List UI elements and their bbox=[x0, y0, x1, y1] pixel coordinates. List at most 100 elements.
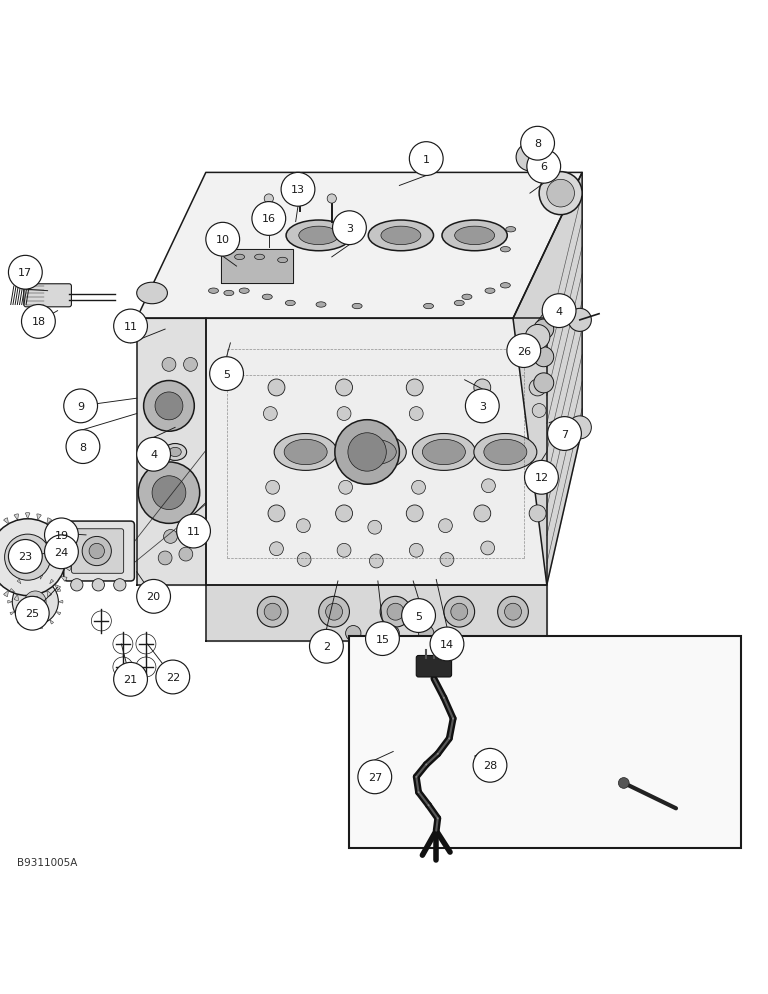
Wedge shape bbox=[28, 624, 31, 629]
Text: B9311005A: B9311005A bbox=[17, 857, 78, 867]
Wedge shape bbox=[25, 596, 30, 602]
Circle shape bbox=[281, 173, 315, 207]
Circle shape bbox=[64, 390, 98, 423]
Ellipse shape bbox=[286, 221, 351, 251]
Circle shape bbox=[210, 358, 243, 391]
Wedge shape bbox=[55, 525, 61, 531]
Circle shape bbox=[482, 479, 495, 493]
Ellipse shape bbox=[369, 221, 433, 251]
Circle shape bbox=[481, 542, 495, 556]
Wedge shape bbox=[17, 580, 21, 584]
Circle shape bbox=[92, 580, 104, 591]
Circle shape bbox=[516, 144, 544, 172]
Ellipse shape bbox=[343, 434, 406, 471]
Wedge shape bbox=[37, 515, 41, 521]
Circle shape bbox=[326, 603, 343, 620]
Circle shape bbox=[534, 374, 554, 394]
Wedge shape bbox=[28, 576, 31, 580]
Wedge shape bbox=[25, 513, 30, 519]
Wedge shape bbox=[10, 588, 15, 592]
Circle shape bbox=[22, 305, 55, 339]
Circle shape bbox=[440, 553, 454, 567]
Text: 14: 14 bbox=[440, 639, 454, 649]
Ellipse shape bbox=[299, 227, 339, 246]
Ellipse shape bbox=[316, 302, 326, 308]
Circle shape bbox=[252, 203, 286, 237]
Text: 21: 21 bbox=[124, 675, 137, 685]
Circle shape bbox=[257, 596, 288, 627]
Circle shape bbox=[268, 505, 285, 522]
Circle shape bbox=[402, 599, 435, 633]
Text: 2: 2 bbox=[323, 641, 330, 652]
Circle shape bbox=[498, 596, 528, 627]
Wedge shape bbox=[65, 544, 71, 549]
Circle shape bbox=[310, 630, 343, 663]
Circle shape bbox=[478, 406, 492, 419]
FancyBboxPatch shape bbox=[71, 529, 124, 574]
Circle shape bbox=[465, 390, 499, 423]
Circle shape bbox=[419, 626, 434, 641]
Circle shape bbox=[525, 461, 558, 495]
Text: 23: 23 bbox=[18, 552, 32, 562]
Ellipse shape bbox=[353, 439, 396, 465]
Ellipse shape bbox=[169, 448, 181, 457]
Text: 1: 1 bbox=[422, 154, 430, 164]
Wedge shape bbox=[61, 534, 67, 539]
Circle shape bbox=[71, 580, 83, 591]
Text: 7: 7 bbox=[561, 429, 568, 439]
Wedge shape bbox=[58, 600, 63, 603]
Circle shape bbox=[0, 519, 66, 596]
Wedge shape bbox=[66, 556, 72, 560]
Circle shape bbox=[532, 405, 546, 417]
Circle shape bbox=[184, 530, 197, 544]
Circle shape bbox=[473, 748, 507, 782]
Circle shape bbox=[137, 438, 170, 472]
Wedge shape bbox=[14, 594, 18, 600]
Text: 5: 5 bbox=[223, 369, 230, 380]
Circle shape bbox=[297, 553, 311, 567]
Circle shape bbox=[444, 596, 475, 627]
Ellipse shape bbox=[255, 254, 264, 260]
Ellipse shape bbox=[454, 301, 464, 306]
Circle shape bbox=[319, 596, 349, 627]
Circle shape bbox=[439, 519, 452, 533]
Circle shape bbox=[539, 173, 582, 216]
Circle shape bbox=[369, 555, 383, 569]
Wedge shape bbox=[40, 624, 43, 629]
Circle shape bbox=[412, 481, 425, 495]
Circle shape bbox=[507, 334, 541, 368]
Circle shape bbox=[336, 505, 353, 522]
Circle shape bbox=[406, 505, 423, 522]
Text: 12: 12 bbox=[535, 473, 548, 483]
Circle shape bbox=[548, 417, 581, 451]
Ellipse shape bbox=[209, 288, 218, 294]
Ellipse shape bbox=[274, 434, 337, 471]
Circle shape bbox=[22, 553, 33, 563]
Ellipse shape bbox=[412, 434, 475, 471]
Ellipse shape bbox=[442, 221, 507, 251]
Ellipse shape bbox=[285, 301, 296, 306]
Circle shape bbox=[270, 543, 283, 556]
Circle shape bbox=[5, 535, 51, 580]
Ellipse shape bbox=[240, 288, 249, 294]
Circle shape bbox=[568, 416, 591, 439]
Circle shape bbox=[82, 537, 111, 566]
Circle shape bbox=[158, 552, 172, 566]
Circle shape bbox=[474, 380, 491, 397]
Ellipse shape bbox=[352, 304, 362, 309]
Text: 26: 26 bbox=[517, 346, 531, 356]
Circle shape bbox=[534, 320, 554, 340]
Text: 17: 17 bbox=[18, 268, 32, 278]
Circle shape bbox=[327, 195, 336, 204]
Circle shape bbox=[295, 184, 304, 193]
Circle shape bbox=[296, 519, 310, 533]
Ellipse shape bbox=[501, 248, 511, 252]
Circle shape bbox=[568, 309, 591, 332]
Bar bbox=[349, 636, 741, 849]
Text: 4: 4 bbox=[150, 450, 157, 460]
Circle shape bbox=[527, 150, 561, 184]
Circle shape bbox=[529, 505, 546, 522]
Circle shape bbox=[89, 544, 104, 560]
Ellipse shape bbox=[455, 227, 495, 246]
Ellipse shape bbox=[505, 228, 516, 233]
